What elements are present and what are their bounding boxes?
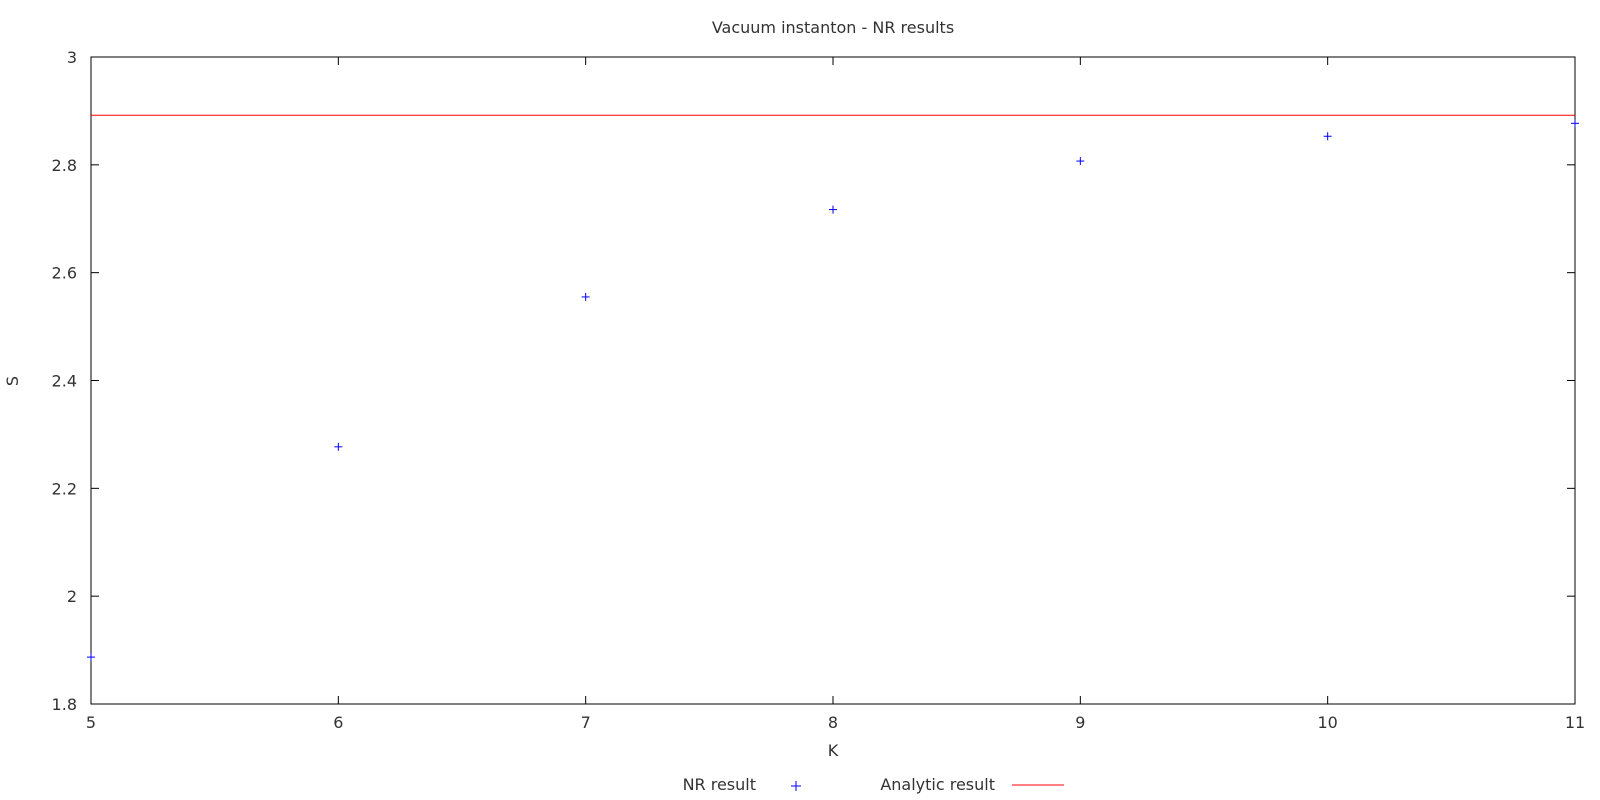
y-tick-label: 2.2 xyxy=(52,479,77,498)
legend: NR result Analytic result xyxy=(683,775,1064,794)
y-tick-labels: 1.8 2 2.2 2.4 2.6 2.8 3 xyxy=(52,48,77,714)
legend-marker-nr xyxy=(791,781,801,791)
nr-result-point xyxy=(1323,132,1332,141)
x-tick-labels: 5 6 7 8 9 10 11 xyxy=(86,713,1585,732)
x-axis-label: K xyxy=(828,741,839,760)
y-tick-label: 2.4 xyxy=(52,372,77,391)
nr-result-point xyxy=(581,292,590,301)
legend-label-nr: NR result xyxy=(683,775,756,794)
chart-title: Vacuum instanton - NR results xyxy=(712,18,954,37)
y-tick-label: 1.8 xyxy=(52,695,77,714)
y-tick-label: 3 xyxy=(67,48,77,67)
x-tick-label: 7 xyxy=(581,713,591,732)
series-layer xyxy=(87,114,1579,662)
y-tick-label: 2.8 xyxy=(52,156,77,175)
x-tick-label: 8 xyxy=(828,713,838,732)
x-tick-label: 9 xyxy=(1075,713,1085,732)
nr-result-point xyxy=(829,205,837,214)
x-tick-label: 10 xyxy=(1317,713,1337,732)
legend-label-analytic: Analytic result xyxy=(880,775,995,794)
y-axis-label: S xyxy=(3,376,22,386)
nr-result-point xyxy=(1571,119,1579,128)
x-tick-label: 6 xyxy=(333,713,343,732)
nr-result-point xyxy=(334,442,343,451)
x-tick-label: 11 xyxy=(1565,713,1585,732)
x-tick-label: 5 xyxy=(86,713,96,732)
axis-ticks xyxy=(90,56,1576,705)
y-tick-label: 2.6 xyxy=(52,264,77,283)
y-tick-label: 2 xyxy=(67,587,77,606)
nr-result-point xyxy=(87,653,95,662)
nr-result-point xyxy=(1076,157,1085,166)
plot-frame xyxy=(90,56,1576,705)
